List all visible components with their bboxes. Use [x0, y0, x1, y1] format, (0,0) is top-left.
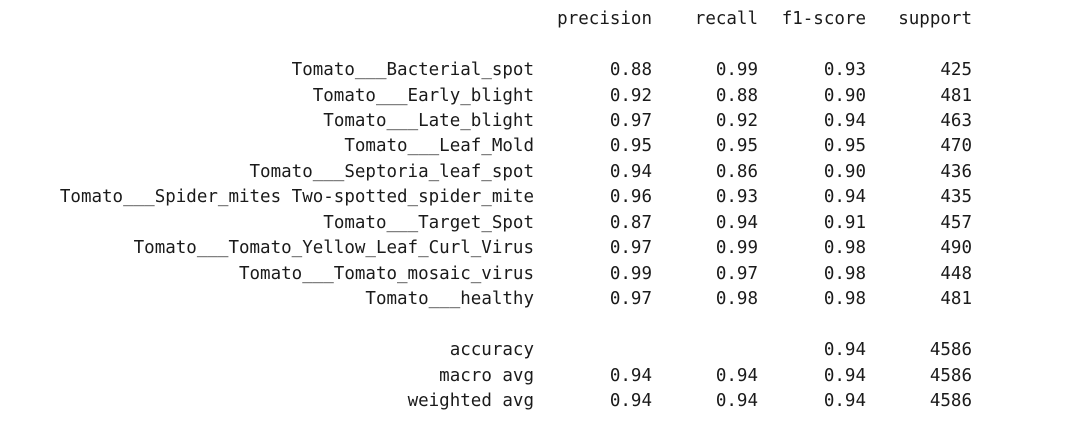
weighted-avg-row: weighted avg 0.94 0.94 0.94 4586 [0, 388, 1069, 414]
f1-score-value: 0.98 [823, 289, 866, 309]
f1-score-value: 0.93 [823, 60, 866, 80]
precision-value: 0.96 [609, 187, 652, 207]
class-label: Tomato___Bacterial_spot [291, 60, 534, 80]
f1-score-value: 0.95 [823, 136, 866, 156]
recall-value: 0.99 [715, 60, 758, 80]
accuracy-value: 0.94 [823, 340, 866, 360]
class-label: Tomato___Early_blight [312, 86, 534, 106]
table-row: Tomato___Tomato_mosaic_virus 0.99 0.97 0… [0, 261, 1069, 287]
support-value: 490 [940, 238, 972, 258]
table-row: Tomato___healthy 0.97 0.98 0.98 481 [0, 286, 1069, 312]
class-label: Tomato___Late_blight [323, 111, 534, 131]
recall-value: 0.88 [715, 86, 758, 106]
recall-value: 0.98 [715, 289, 758, 309]
precision-value: 0.87 [609, 213, 652, 233]
recall-value: 0.94 [715, 391, 758, 411]
support-value: 4586 [929, 340, 972, 360]
table-row: Tomato___Early_blight 0.92 0.88 0.90 481 [0, 83, 1069, 109]
table-row: Tomato___Late_blight 0.97 0.92 0.94 463 [0, 108, 1069, 134]
table-row: Tomato___Septoria_leaf_spot 0.94 0.86 0.… [0, 159, 1069, 185]
class-label: Tomato___Spider_mites Two-spotted_spider… [59, 187, 534, 207]
table-row: Tomato___Target_Spot 0.87 0.94 0.91 457 [0, 210, 1069, 236]
support-value: 448 [940, 264, 972, 284]
table-row: Tomato___Tomato_Yellow_Leaf_Curl_Virus 0… [0, 235, 1069, 261]
support-value: 436 [940, 162, 972, 182]
recall-value: 0.86 [715, 162, 758, 182]
support-value: 435 [940, 187, 972, 207]
precision-value: 0.97 [609, 111, 652, 131]
support-value: 481 [940, 289, 972, 309]
weighted-avg-label: weighted avg [407, 391, 534, 411]
f1-score-value: 0.94 [823, 366, 866, 386]
class-label: Tomato___Septoria_leaf_spot [249, 162, 534, 182]
table-row: Tomato___Leaf_Mold 0.95 0.95 0.95 470 [0, 133, 1069, 159]
support-value: 481 [940, 86, 972, 106]
support-value: 4586 [929, 391, 972, 411]
support-value: 425 [940, 60, 972, 80]
recall-value: 0.97 [715, 264, 758, 284]
recall-value: 0.94 [715, 213, 758, 233]
class-label: Tomato___Tomato_mosaic_virus [238, 264, 534, 284]
recall-value: 0.94 [715, 366, 758, 386]
precision-value: 0.88 [609, 60, 652, 80]
table-row: Tomato___Spider_mites Two-spotted_spider… [0, 184, 1069, 210]
recall-value: 0.92 [715, 111, 758, 131]
recall-value: 0.99 [715, 238, 758, 258]
table-row: Tomato___Bacterial_spot 0.88 0.99 0.93 4… [0, 57, 1069, 83]
recall-header: recall [694, 9, 758, 29]
class-label: Tomato___healthy [365, 289, 534, 309]
class-label: Tomato___Leaf_Mold [344, 136, 534, 156]
recall-value: 0.93 [715, 187, 758, 207]
precision-value: 0.94 [609, 391, 652, 411]
class-label: Tomato___Target_Spot [323, 213, 534, 233]
f1-score-value: 0.90 [823, 86, 866, 106]
support-value: 457 [940, 213, 972, 233]
f1-score-value: 0.94 [823, 111, 866, 131]
accuracy-label: accuracy [449, 340, 534, 360]
precision-value: 0.97 [609, 289, 652, 309]
precision-header: precision [557, 9, 652, 29]
recall-value: 0.95 [715, 136, 758, 156]
f1-score-value: 0.98 [823, 264, 866, 284]
macro-avg-row: macro avg 0.94 0.94 0.94 4586 [0, 363, 1069, 389]
accuracy-row: accuracy 0.94 4586 [0, 337, 1069, 363]
f1-score-value: 0.91 [823, 213, 866, 233]
support-value: 4586 [929, 366, 972, 386]
precision-value: 0.99 [609, 264, 652, 284]
precision-value: 0.94 [609, 162, 652, 182]
report-header-row: precision recall f1-score support [0, 6, 1069, 32]
precision-value: 0.97 [609, 238, 652, 258]
precision-value: 0.94 [609, 366, 652, 386]
f1-score-value: 0.98 [823, 238, 866, 258]
precision-value: 0.92 [609, 86, 652, 106]
support-value: 470 [940, 136, 972, 156]
support-value: 463 [940, 111, 972, 131]
f1-score-value: 0.90 [823, 162, 866, 182]
f1-score-header: f1-score [781, 9, 866, 29]
macro-avg-label: macro avg [439, 366, 534, 386]
f1-score-value: 0.94 [823, 187, 866, 207]
support-header: support [898, 9, 972, 29]
precision-value: 0.95 [609, 136, 652, 156]
class-label: Tomato___Tomato_Yellow_Leaf_Curl_Virus [133, 238, 534, 258]
f1-score-value: 0.94 [823, 391, 866, 411]
